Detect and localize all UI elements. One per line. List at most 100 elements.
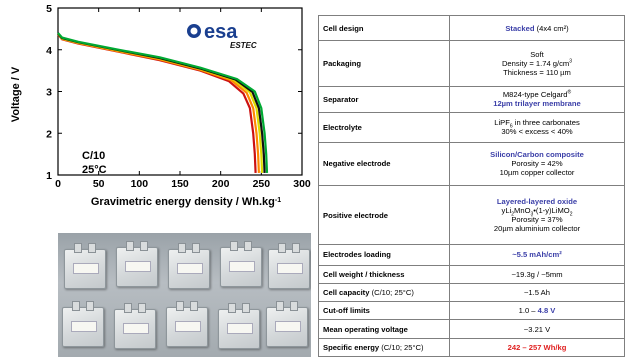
cell-tab: [138, 303, 146, 313]
spec-value: M824-type Celgard® 12µm trilayer membrane: [449, 85, 625, 113]
x-tick-label: 150: [171, 178, 189, 190]
spec-value-line: Porosity = 42%: [454, 159, 620, 168]
cell-tab: [126, 241, 134, 251]
spec-row: Separator M824-type Celgard® 12µm trilayer…: [318, 85, 625, 113]
spec-value: ~19.3g / ~5mm: [449, 264, 625, 284]
spec-key: Electrodes loading: [318, 244, 450, 266]
estec-logo-text: ESTEC: [230, 41, 257, 50]
spec-value-part: in three carbonates: [512, 118, 580, 128]
cell-tab: [230, 241, 238, 251]
spec-value-part: Layered-layered oxide: [496, 197, 578, 207]
spec-row: Electrolyte LiPF6 in three carbonates 30% …: [318, 111, 625, 143]
spec-value: Stacked (4x4 cm²): [449, 14, 625, 42]
spec-key-text: Positive electrode: [323, 210, 388, 220]
spec-value-part: ~3.21 V: [523, 324, 551, 334]
pouch-cell: [168, 243, 210, 289]
spec-value-part: ~1.5 Ah: [524, 288, 550, 298]
cell-label-sticker: [177, 263, 203, 274]
spec-value: 1.0 – 4.8 V: [449, 301, 625, 321]
spec-value-part: Density = 1.74 g/cm: [501, 58, 570, 68]
cell-tab: [176, 301, 184, 311]
spec-value-part: 12µm trilayer membrane: [493, 99, 581, 109]
spec-value-line: LiPF6 in three carbonates: [454, 118, 620, 130]
esa-logo-text: esa: [204, 21, 238, 43]
spec-value-line: Stacked (4x4 cm²): [454, 24, 620, 33]
spec-value: 242 – 257 Wh/kg: [449, 337, 625, 358]
spec-value-part: Thickness = 110 µm: [503, 67, 571, 77]
spec-key-text: Packaging: [323, 58, 361, 68]
spec-value-part: Porosity = 37%: [511, 215, 563, 225]
spec-row: Cut-off limits 1.0 – 4.8 V: [318, 301, 625, 321]
spec-value-part: yLi: [501, 206, 512, 216]
cell-tab: [86, 301, 94, 311]
spec-value-line: yLi2MnO3•(1-y)LiMO2: [454, 206, 620, 217]
spec-key: Separator: [318, 85, 450, 113]
cell-tab: [278, 243, 286, 253]
cell-spec-table: Cell design Stacked (4x4 cm²) Packaging Sof…: [318, 14, 625, 358]
pouch-cell: [218, 303, 260, 349]
spec-key: Cut-off limits: [318, 301, 450, 321]
spec-value-part: ~19.3g / ~5mm: [511, 269, 563, 279]
spec-value-line: Layered-layered oxide: [454, 197, 620, 206]
spec-value-part: 10µm copper collector: [499, 168, 575, 178]
x-tick-label: 200: [212, 178, 230, 190]
spec-key: Specific energy (C/10; 25°C): [318, 337, 450, 358]
y-tick-label: 4: [46, 45, 52, 57]
spec-value-part: •(1-y)LiMO: [533, 206, 570, 216]
spec-key: Cell design: [318, 14, 450, 42]
spec-row: Cell capacity (C/10; 25°C) ~1.5 Ah: [318, 282, 625, 303]
spec-value-part: 1.0 –: [518, 306, 538, 316]
cell-label-sticker: [123, 323, 149, 334]
x-tick-label: 100: [131, 178, 149, 190]
cell-label-sticker: [229, 261, 255, 272]
spec-value-line: 242 – 257 Wh/kg: [454, 343, 620, 352]
cell-label-sticker: [125, 261, 151, 272]
spec-row: Mean operating voltage ~3.21 V: [318, 319, 625, 339]
pouch-cell: [114, 303, 156, 349]
cell-label-sticker: [275, 321, 301, 332]
spec-key-extra: (C/10; 25°C): [371, 288, 414, 298]
x-tick-label: 300: [293, 178, 311, 190]
cell-tab: [88, 243, 96, 253]
spec-value-line: Porosity = 37%: [454, 215, 620, 224]
cell-tab: [276, 301, 284, 311]
cell-tab: [140, 241, 148, 251]
pouch-cell: [220, 241, 262, 287]
spec-row: Positive electrode Layered-layered oxide y…: [318, 184, 625, 246]
spec-value-part: 6: [509, 123, 513, 130]
cell-label-sticker: [277, 263, 303, 274]
esa-logo-mark-inner: [190, 27, 198, 35]
cell-tab: [244, 241, 252, 251]
y-tick-label: 2: [46, 128, 52, 140]
spec-key-text: Cell design: [323, 23, 364, 33]
spec-key-text: Cut-off limits: [323, 306, 370, 316]
spec-value-part: (4x4 cm²): [534, 23, 569, 33]
spec-value-part: M824-type Celgard: [502, 90, 568, 100]
spec-key: Cell weight / thickness: [318, 264, 450, 284]
spec-value-line: Silicon/Carbon composite: [454, 150, 620, 159]
spec-value-line: 10µm copper collector: [454, 168, 620, 177]
cell-tab: [72, 301, 80, 311]
spec-key-text: Mean operating voltage: [323, 324, 408, 334]
esa-logo: esa ESTEC: [187, 21, 257, 50]
spec-value: Soft Density = 1.74 g/cm3 Thickness = 110 …: [449, 40, 625, 87]
spec-value-line: Thickness = 110 µm: [454, 68, 620, 77]
cell-label-sticker: [227, 323, 253, 334]
spec-value-part: Stacked: [505, 23, 535, 33]
spec-value-part: Silicon/Carbon composite: [490, 150, 584, 160]
spec-key-text: Cell weight / thickness: [323, 269, 405, 279]
x-tick-label: 0: [55, 178, 61, 190]
annotation-line-2: 25°C: [82, 164, 107, 176]
cell-tab: [242, 303, 250, 313]
cell-tab: [74, 243, 82, 253]
y-tick-label: 1: [46, 170, 52, 182]
spec-value-line: 1.0 – 4.8 V: [454, 306, 620, 315]
y-axis-label: Voltage / V: [10, 66, 22, 122]
spec-value-part: Porosity = 42%: [511, 159, 563, 169]
spec-value-part: 3: [569, 58, 573, 65]
spec-row: Cell weight / thickness ~19.3g / ~5mm: [318, 264, 625, 284]
spec-value-part: LiPF: [494, 118, 510, 128]
x-tick-label: 250: [253, 178, 271, 190]
spec-value-part: 30% < excess < 40%: [501, 127, 573, 137]
spec-value: ~5.5 mAh/cm²: [449, 244, 625, 266]
